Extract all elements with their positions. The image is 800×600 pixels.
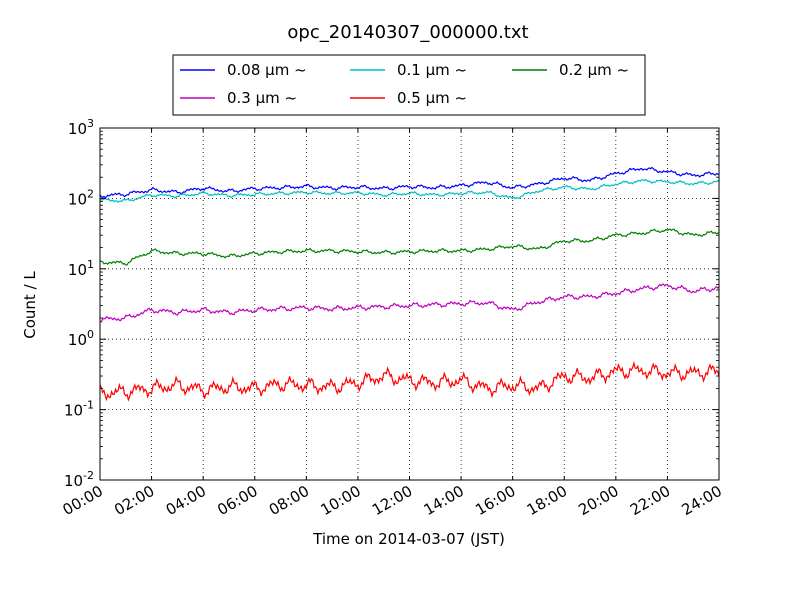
chart-title: opc_20140307_000000.txt <box>287 22 528 43</box>
legend-label: 0.1 μm ~ <box>397 61 467 79</box>
series-line <box>99 166 720 199</box>
legend-label: 0.2 μm ~ <box>559 61 629 79</box>
legend-label: 0.08 μm ~ <box>227 61 307 79</box>
legend-label: 0.5 μm ~ <box>397 89 467 107</box>
y-axis-label: Count / L <box>21 271 39 339</box>
series-line <box>99 228 720 266</box>
series-line <box>99 283 720 323</box>
legend-label: 0.3 μm ~ <box>227 89 297 107</box>
y-tick-label: 10-2 <box>64 469 94 490</box>
y-tick-label: 101 <box>68 258 94 279</box>
grid <box>100 128 719 480</box>
x-axis-label: Time on 2014-03-07 (JST) <box>312 530 505 548</box>
y-tick-label: 10-1 <box>64 399 94 420</box>
y-tick-label: 100 <box>68 328 94 349</box>
series-lines <box>99 166 720 402</box>
legend-box <box>172 54 646 116</box>
y-tick-label: 103 <box>68 117 94 138</box>
series-line <box>99 360 720 402</box>
series-line <box>99 178 720 203</box>
y-tick-label: 102 <box>68 187 94 208</box>
legend: 0.08 μm ~ 0.1 μm ~ 0.2 μm ~ 0.3 μm ~ 0.5 μm … <box>172 54 646 116</box>
